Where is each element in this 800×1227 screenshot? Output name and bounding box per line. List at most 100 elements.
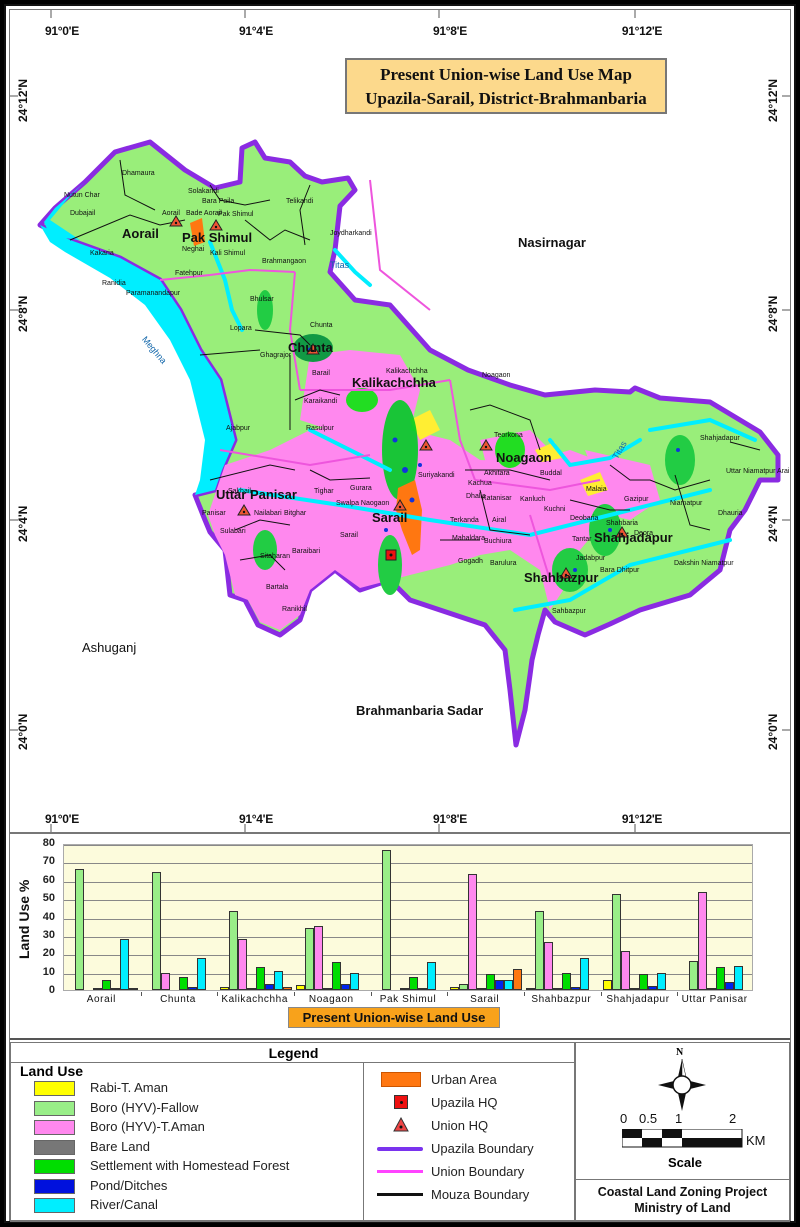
y-tick-label: 30 [42,928,55,941]
mouza-label: Terkanda [450,517,479,524]
bar [93,988,103,990]
lon-tick-bottom-1: 91°4'E [239,812,273,826]
mouza-label: Pak Shimul [218,211,254,218]
bar [449,987,459,990]
map-title-line2: Upazila-Sarail, District-Brahmanbaria [365,89,647,108]
mouza-label: Gazipur [624,496,649,503]
legend-swatch [34,1198,75,1213]
mouza-label: Paramanandapur [126,290,181,297]
mouza-label: Deora [634,530,654,537]
upazila-hq-label: Upazila HQ [431,1095,498,1110]
gridline [64,881,752,883]
mouza-label: Brahmangaon [262,258,306,265]
bar [332,962,342,990]
mouza-label: Nutun Char [64,192,100,199]
gridline [64,845,752,846]
mouza-label: Kuchni [544,506,566,513]
union-boundary-label: Union Boundary [431,1164,525,1179]
bar [282,987,292,990]
mouza-label: Barail [312,370,330,377]
scale-tick-0-5: 0.5 [639,1111,658,1126]
bar [485,974,495,990]
legend-box: Legend Land Use Rabi-T. Aman Boro (HYV)-F… [10,1042,576,1222]
union-label-shahbazpur: Shahbazpur [524,570,599,585]
x-tick [524,992,525,996]
neighbor-brahmanbaria-sadar: Brahmanbaria Sadar [356,703,484,718]
mouza-label: Buchiura [484,538,512,545]
mouza-label: Mahaldara [452,535,486,542]
upazila-boundary-line [377,1147,423,1151]
bar [237,939,247,990]
gridline [64,973,752,975]
legend-label: Boro (HYV)-Fallow [90,1099,199,1115]
mouza-label: Swalpa Naogaon [336,500,390,507]
mouza-label: Fatehpur [175,270,204,277]
lat-tick-right-3: 24°0'N [766,713,780,750]
north-arrow-icon [658,1058,706,1111]
category-label: Shahbazpur [531,994,592,1005]
bar [152,872,161,990]
bar [621,950,630,990]
lat-tick-left-1: 24°8'N [16,295,30,332]
legend-label: River/Canal [90,1197,158,1212]
mouza-label: Dubajail [70,210,96,217]
gridline [64,900,752,902]
upazila-polygon [37,139,781,748]
mouza-label: Baraibari [292,548,321,555]
legend-label: Boro (HYV)-T.Aman [90,1119,205,1134]
bar [630,988,639,990]
legend-label: Settlement with Homestead Forest [90,1158,290,1173]
bar [409,977,418,990]
union-label-pak-shimul: Pak Shimul [182,230,253,245]
river-label-titas-north: Titas [330,260,350,270]
mouza-label: Gogadh [458,558,483,565]
y-tick-label: 10 [42,965,55,978]
mouza-boundary-line [377,1193,423,1196]
x-tick [294,992,295,996]
bar [688,960,698,990]
mouza-label: Shahbaria [606,520,638,527]
scale-tick-2: 2 [729,1111,737,1126]
lon-tick-bottom-0: 91°0'E [45,812,79,826]
y-tick-label: 60 [42,873,55,886]
mouza-label: Solakandi [188,188,219,195]
bar [323,988,333,990]
mouza-label: Bara Paila [202,198,235,205]
mouza-label: Kakaria [90,250,114,257]
lat-tick-left-0: 24°12'N [16,78,30,122]
mouza-label: Bara Dhitpur [600,567,640,574]
bar [382,850,391,990]
mouza-label: Panisar [202,510,226,517]
bar [264,983,274,990]
x-tick [217,992,219,996]
bar [571,987,581,990]
union-label-aorail: Aorail [122,226,159,241]
bar [553,988,563,990]
mouza-label: Ghagrajor [260,352,292,359]
category-label: Sarail [470,994,500,1005]
mouza-label: Akhitara [484,470,510,477]
bar [341,983,351,990]
mouza-label: Malaia [586,486,607,493]
mouza-label: Sarail [340,532,358,539]
bar [697,891,707,990]
union-hq-icon [393,1117,409,1132]
y-tick-label: 70 [42,855,55,868]
mouza-label: Sulabari [220,528,246,535]
mouza-label: Telikandi [286,198,314,205]
map-title-line1: Present Union-wise Land Use Map [380,65,632,84]
bar [603,979,612,990]
mouza-label: Kachua [468,480,492,487]
mouza-label: Dakshin Niamatpur [674,560,734,567]
mouza-label: Dhalia [466,493,486,500]
bar [544,942,554,990]
mouza-label: Karaikandi [304,398,338,405]
category-label: Kalikachchha [221,994,288,1005]
bar [111,988,121,990]
mouza-label: Bhulsar [250,296,274,303]
mouza-label: Shahjadapur [700,435,740,442]
bar [314,925,324,990]
bar [535,911,545,990]
upazila-boundary-label: Upazila Boundary [431,1141,534,1156]
legend-area: Legend Land Use Rabi-T. Aman Boro (HYV)-F… [10,1038,790,1222]
